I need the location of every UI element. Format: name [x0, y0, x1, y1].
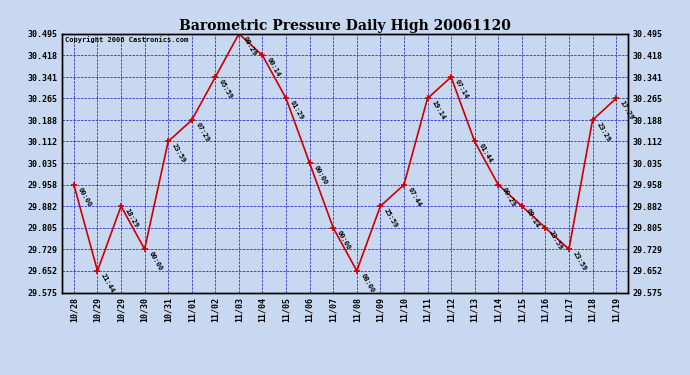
Text: 00:14: 00:14	[265, 57, 281, 78]
Text: 01:44: 01:44	[477, 143, 493, 164]
Text: 07:44: 07:44	[406, 186, 422, 208]
Text: 00:29: 00:29	[501, 186, 517, 208]
Text: 23:29: 23:29	[595, 122, 611, 143]
Text: Copyright 2006 Castronics.com: Copyright 2006 Castronics.com	[65, 36, 188, 43]
Text: 07:14: 07:14	[454, 78, 470, 100]
Text: 00:00: 00:00	[148, 251, 164, 272]
Text: 23:59: 23:59	[548, 229, 564, 251]
Text: 07:29: 07:29	[195, 122, 210, 143]
Title: Barometric Pressure Daily High 20061120: Barometric Pressure Daily High 20061120	[179, 19, 511, 33]
Text: 05:59: 05:59	[218, 78, 234, 100]
Text: 21:44: 21:44	[100, 272, 116, 294]
Text: 19:14: 19:14	[431, 100, 446, 121]
Text: 00:00: 00:00	[313, 165, 328, 186]
Text: 17:29: 17:29	[619, 100, 635, 121]
Text: 01:29: 01:29	[289, 100, 305, 121]
Text: 00:00: 00:00	[77, 186, 92, 208]
Text: 23:59: 23:59	[171, 143, 187, 164]
Text: 23:59: 23:59	[572, 251, 588, 272]
Text: 00:00: 00:00	[336, 229, 352, 251]
Text: 09:14: 09:14	[524, 207, 540, 229]
Text: 08:00: 08:00	[359, 272, 375, 294]
Text: 08:29: 08:29	[241, 35, 257, 57]
Text: 25:59: 25:59	[383, 207, 399, 229]
Text: 18:29: 18:29	[124, 207, 139, 229]
